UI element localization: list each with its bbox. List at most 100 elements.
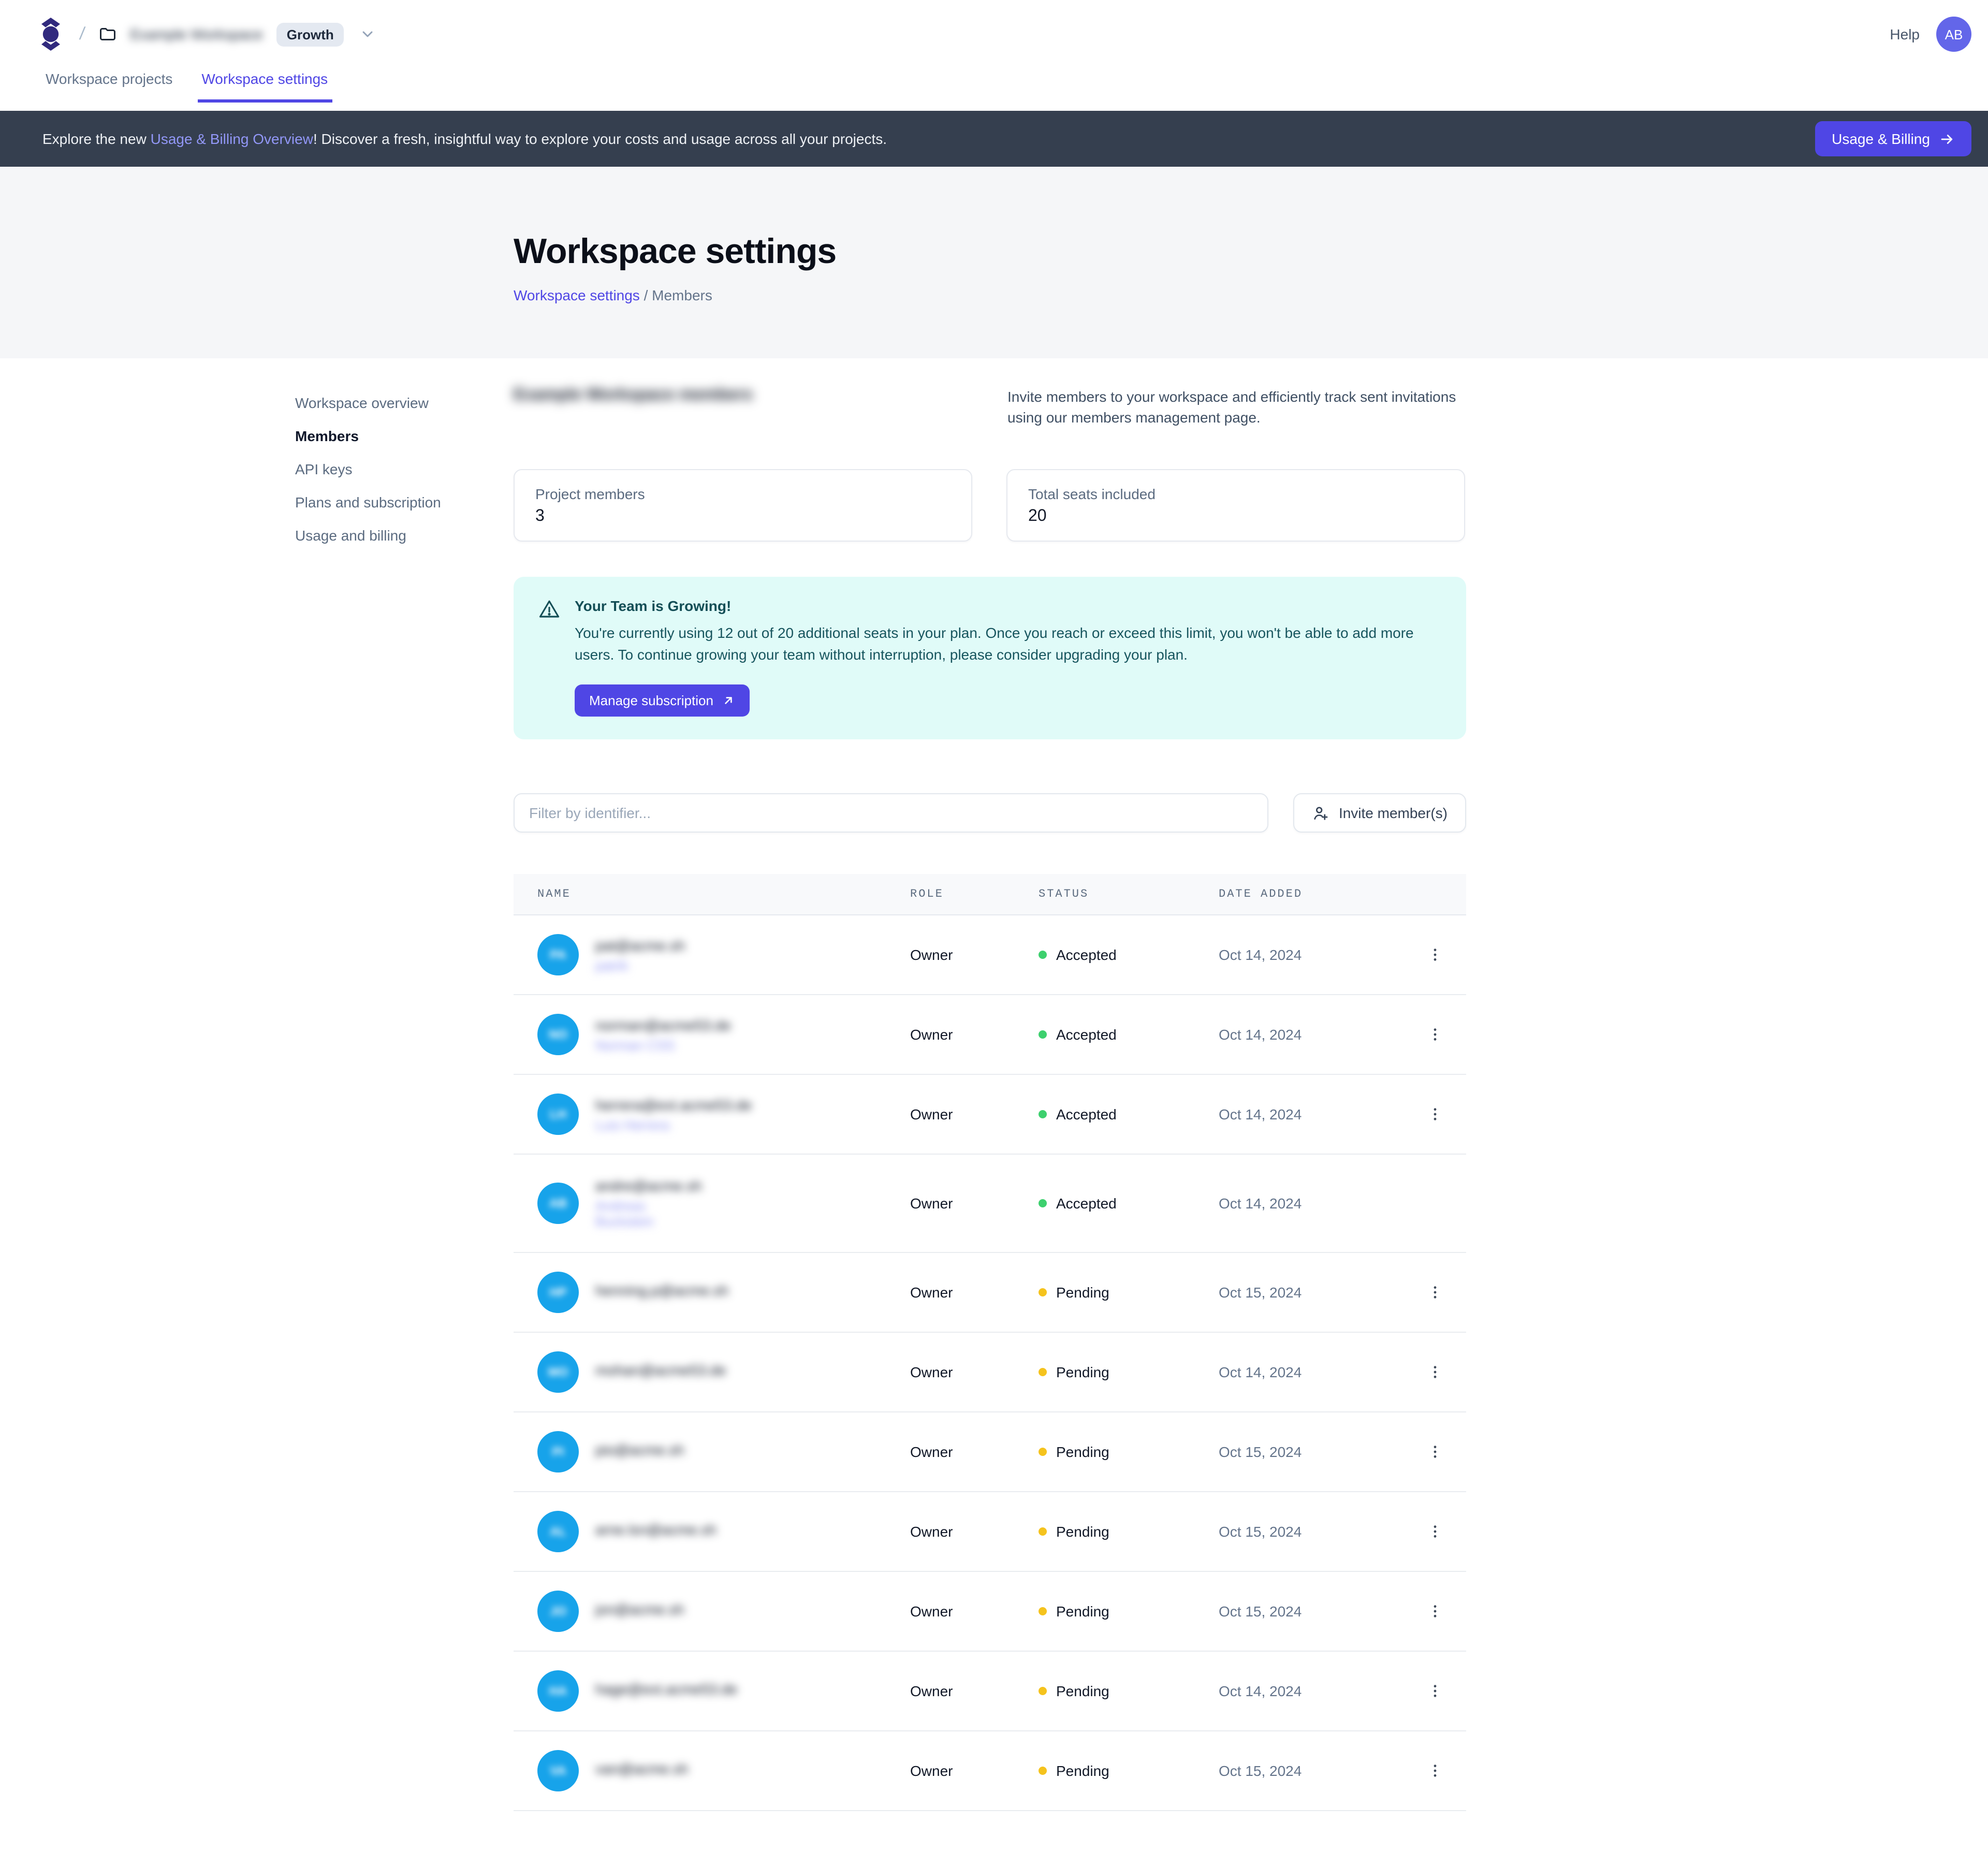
- member-status: Pending: [1039, 1603, 1219, 1620]
- member-avatar: LH: [537, 1094, 579, 1135]
- status-dot: [1039, 1110, 1047, 1118]
- table-row: JO jon@acme.sh Owner Pending Oct 15, 202…: [514, 1572, 1466, 1652]
- table-row: HA hage@ext.acme53.de Owner Pending Oct …: [514, 1652, 1466, 1731]
- stat-value: 3: [535, 507, 545, 525]
- content: Workspace overview Members API keys Plans a…: [0, 358, 1988, 1811]
- member-name-cell: VA van@acme.sh: [514, 1750, 910, 1791]
- table-row: MO mohan@acme53.de Owner Pending Oct 14,…: [514, 1333, 1466, 1412]
- status-label: Pending: [1056, 1683, 1109, 1699]
- tab-workspace-projects[interactable]: Workspace projects: [46, 70, 173, 87]
- logo-icon: [41, 18, 60, 51]
- member-email: henning.p@acme.sh: [595, 1282, 729, 1299]
- status-label: Accepted: [1056, 1195, 1117, 1212]
- row-menu-button[interactable]: [1421, 1437, 1450, 1466]
- usage-billing-button[interactable]: Usage & Billing: [1815, 121, 1971, 156]
- member-avatar: VA: [537, 1750, 579, 1791]
- kebab-menu-icon: [1434, 1028, 1437, 1041]
- kebab-menu-icon: [1434, 949, 1437, 961]
- status-label: Accepted: [1056, 1106, 1117, 1122]
- sidebar-item-workspace-overview[interactable]: Workspace overview: [295, 395, 429, 411]
- breadcrumb-slash: /: [78, 24, 86, 43]
- stat-card-project-members: Project members 3: [514, 469, 972, 542]
- invite-members-label: Invite member(s): [1338, 805, 1448, 821]
- status-label: Pending: [1056, 1444, 1109, 1460]
- status-dot: [1039, 1527, 1047, 1536]
- plan-badge[interactable]: Growth: [276, 22, 344, 46]
- sidebar-item-members[interactable]: Members: [295, 428, 359, 444]
- members-table-header: NAME ROLE STATUS DATE ADDED: [514, 874, 1466, 915]
- kebab-menu-icon: [1434, 1108, 1437, 1120]
- member-email: norman@acme53.de: [595, 1016, 731, 1033]
- member-secondary-name: Buckstein: [595, 1214, 654, 1229]
- invite-members-button[interactable]: Invite member(s): [1293, 793, 1466, 833]
- member-avatar: PA: [537, 934, 579, 975]
- sidebar-item-plans-and-subscription[interactable]: Plans and subscription: [295, 494, 441, 511]
- status-label: Pending: [1056, 1762, 1109, 1779]
- member-name-cell: HP henning.p@acme.sh: [514, 1272, 910, 1313]
- alert-body: You're currently using 12 out of 20 addi…: [575, 624, 1414, 663]
- company-logo[interactable]: [35, 17, 66, 52]
- arrow-right-icon: [1941, 134, 1953, 143]
- row-menu-button[interactable]: [1421, 940, 1450, 969]
- row-menu-button[interactable]: [1421, 1278, 1450, 1307]
- status-label: Pending: [1056, 1523, 1109, 1540]
- row-menu-button[interactable]: [1421, 1100, 1450, 1129]
- row-menu-button[interactable]: [1421, 1597, 1450, 1626]
- table-row: NO norman@acme53.de Norman CSS Owner Acc…: [514, 995, 1466, 1075]
- kebab-menu-icon: [1434, 1765, 1437, 1777]
- member-email: hage@ext.acme53.de: [595, 1681, 738, 1697]
- arrow-up-right-icon: [725, 697, 732, 704]
- member-name-cell: JO jon@acme.sh: [514, 1591, 910, 1632]
- members-section-title: Example Workspace members: [514, 386, 753, 404]
- alert-title: Your Team is Growing!: [575, 597, 732, 614]
- user-avatar[interactable]: AB: [1936, 17, 1971, 52]
- status-dot: [1039, 1030, 1047, 1039]
- top-bar: / Example Workspace Growth Help AB: [0, 0, 1988, 68]
- member-avatar: AL: [537, 1511, 579, 1552]
- member-status: Pending: [1039, 1284, 1219, 1301]
- table-row: VA van@acme.sh Owner Pending Oct 15, 202…: [514, 1731, 1466, 1811]
- help-link[interactable]: Help: [1890, 26, 1920, 42]
- status-dot: [1039, 951, 1047, 959]
- sidebar-item-usage-and-billing[interactable]: Usage and billing: [295, 527, 406, 544]
- member-name-cell: PI pio@acme.sh: [514, 1431, 910, 1473]
- member-avatar: HP: [537, 1272, 579, 1313]
- column-header-role: ROLE: [910, 888, 944, 900]
- page-title: Workspace settings: [514, 232, 837, 271]
- member-date-added: Oct 14, 2024: [1219, 1195, 1302, 1212]
- member-role: Owner: [910, 1762, 953, 1779]
- manage-subscription-button[interactable]: Manage subscription: [575, 684, 750, 717]
- table-row: HP henning.p@acme.sh Owner Pending Oct 1…: [514, 1253, 1466, 1333]
- row-menu-button[interactable]: [1421, 1358, 1450, 1387]
- member-name-cell: PA pat@acme.sh patrik: [514, 934, 910, 975]
- column-header-date-added: DATE ADDED: [1219, 888, 1303, 900]
- filter-input[interactable]: [514, 793, 1268, 833]
- usage-billing-banner: Explore the new Usage & Billing Overview…: [0, 111, 1988, 167]
- workspace-tabs: Workspace projects Workspace settings: [0, 68, 1988, 111]
- breadcrumb-separator: /: [639, 287, 652, 303]
- member-avatar: JO: [537, 1591, 579, 1632]
- warning-icon: [538, 599, 560, 717]
- breadcrumb-workspace-settings-link[interactable]: Workspace settings: [514, 287, 640, 303]
- stat-label: Project members: [535, 486, 645, 502]
- usage-billing-overview-link[interactable]: Usage & Billing Overview: [150, 130, 313, 147]
- chevron-down-icon[interactable]: [360, 26, 376, 42]
- row-menu-button[interactable]: [1421, 1020, 1450, 1049]
- member-secondary-names: Norman CSS: [595, 1037, 731, 1053]
- member-email: jon@acme.sh: [595, 1601, 684, 1617]
- member-role: Owner: [910, 1523, 953, 1540]
- status-dot: [1039, 1687, 1047, 1695]
- member-avatar: PI: [537, 1431, 579, 1473]
- member-role: Owner: [910, 946, 953, 963]
- row-menu-button[interactable]: [1421, 1677, 1450, 1705]
- banner-text: Explore the new Usage & Billing Overview…: [42, 130, 887, 147]
- status-label: Accepted: [1056, 1026, 1117, 1043]
- row-menu-button[interactable]: [1421, 1517, 1450, 1546]
- tab-workspace-settings[interactable]: Workspace settings: [197, 68, 332, 103]
- sidebar-item-api-keys[interactable]: API keys: [295, 461, 353, 477]
- row-menu-button[interactable]: [1421, 1756, 1450, 1785]
- member-secondary-name: Andreas: [595, 1198, 646, 1214]
- member-name-cell: LH herrera@ext.acme53.de Luis Herrera: [514, 1094, 910, 1135]
- member-name-cell: AL arne.lsn@acme.sh: [514, 1511, 910, 1552]
- banner-text-after: ! Discover a fresh, insightful way to ex…: [313, 130, 887, 147]
